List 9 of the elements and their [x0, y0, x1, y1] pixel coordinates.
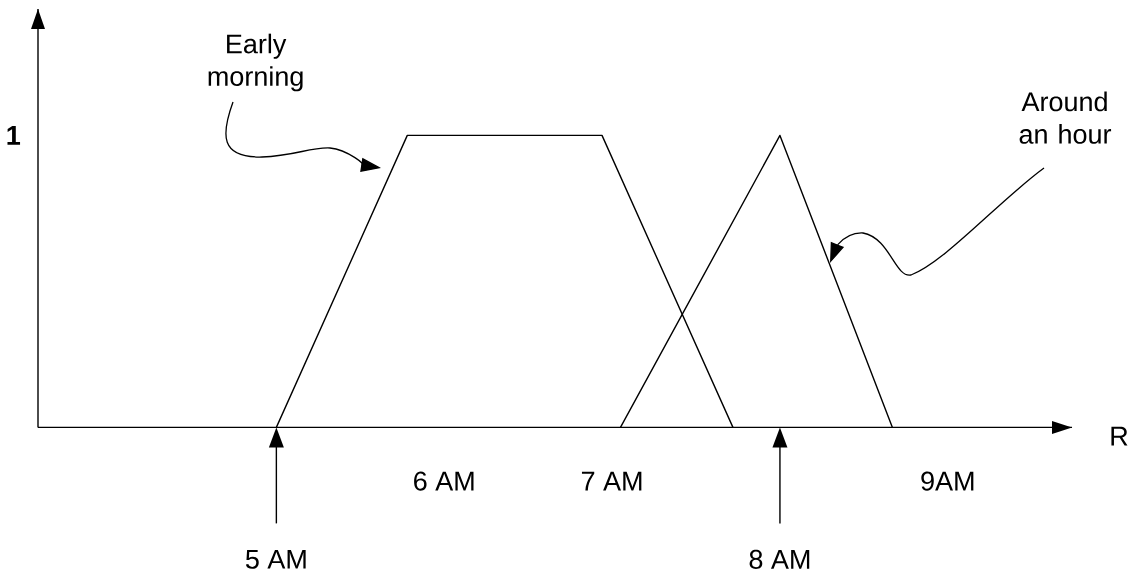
ref-line-label: 5 AM [245, 549, 306, 569]
x-tick-label: 6 AM [414, 471, 474, 491]
x-tick-label: 7 AM [581, 471, 642, 491]
x-tick-label: 9AM [921, 471, 974, 491]
x-axis-title: R [1111, 426, 1128, 446]
ref-line-label: 8 AM [749, 549, 810, 569]
text: 1 [7, 126, 21, 145]
annotation: Around an hour [1019, 91, 1112, 144]
text: Early morning [208, 33, 303, 92]
